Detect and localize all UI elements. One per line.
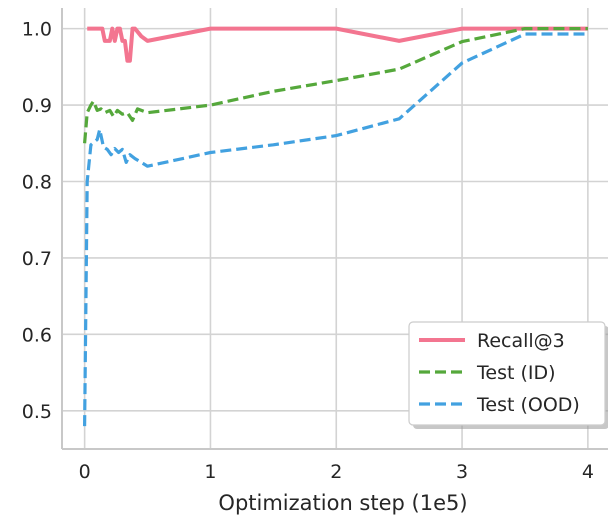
grid-lines (62, 8, 608, 449)
series-line-test-id (83, 27, 588, 144)
x-axis-label: Optimization step (1e5) (218, 491, 467, 515)
y-tick-label: 0.6 (22, 324, 52, 346)
data-series (83, 26, 588, 427)
axes (61, 8, 608, 450)
y-tick-label: 0.8 (22, 171, 52, 193)
tick-labels: 0 1 2 3 4 0.5 0.6 0.7 0.8 0.9 1.0 (22, 19, 594, 483)
series-line-recall-3 (87, 26, 588, 63)
x-tick-label: 1 (204, 461, 216, 483)
y-tick-label: 0.9 (22, 95, 52, 117)
x-tick-label: 0 (79, 461, 91, 483)
y-tick-label: 1.0 (22, 19, 52, 41)
legend-label: Recall@3 (477, 330, 565, 352)
y-tick-label: 0.5 (22, 401, 52, 423)
x-tick-label: 3 (456, 461, 468, 483)
x-tick-label: 2 (330, 461, 342, 483)
series-line-test-ood (83, 32, 588, 427)
y-tick-label: 0.7 (22, 248, 52, 270)
legend-label: Test (ID) (476, 362, 556, 384)
legend[interactable]: Recall@3 Test (ID) Test (OOD) (408, 321, 608, 429)
legend-label: Test (OOD) (476, 394, 580, 416)
x-tick-label: 4 (582, 461, 594, 483)
legend-box (408, 321, 606, 426)
